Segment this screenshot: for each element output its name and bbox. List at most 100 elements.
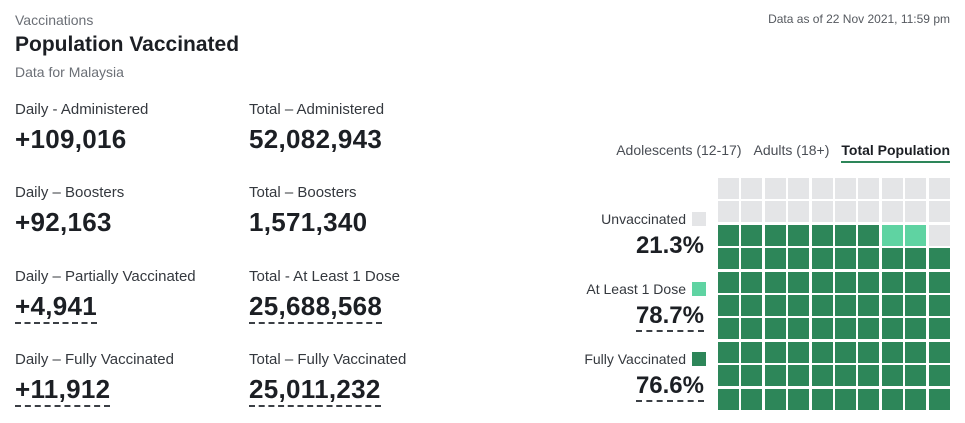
- waffle-cell-fully-vaccinated: [835, 271, 856, 293]
- legend-at-least-1-dose: At Least 1 Dose 78.7%: [586, 281, 706, 332]
- waffle-cell-fully-vaccinated: [858, 295, 880, 316]
- waffle-cell-fully-vaccinated: [905, 388, 927, 410]
- stat-label: Daily – Boosters: [15, 184, 125, 201]
- stat-label: Daily – Fully Vaccinated: [15, 351, 174, 368]
- tab-adults[interactable]: Adults (18+): [753, 142, 830, 158]
- waffle-cell-fully-vaccinated: [881, 388, 903, 410]
- waffle-cell-fully-vaccinated: [764, 341, 786, 363]
- stat-value: 52,082,943: [249, 124, 383, 154]
- waffle-cell-unvaccinated: [741, 178, 763, 199]
- waffle-cell-fully-vaccinated: [764, 318, 786, 340]
- page-subtitle: Data for Malaysia: [15, 64, 124, 80]
- waffle-cell-fully-vaccinated: [835, 341, 856, 363]
- waffle-cell-fully-vaccinated: [718, 318, 739, 340]
- waffle-cell-fully-vaccinated: [928, 318, 950, 340]
- legend-unvaccinated: Unvaccinated 21.3%: [601, 211, 706, 260]
- waffle-cell-fully-vaccinated: [788, 365, 810, 387]
- waffle-cell-fully-vaccinated: [881, 248, 903, 270]
- waffle-cell-fully-vaccinated: [741, 224, 763, 246]
- legend-text: Fully Vaccinated: [584, 351, 686, 367]
- legend-label: At Least 1 Dose: [586, 281, 706, 297]
- data-as-of: Data as of 22 Nov 2021, 11:59 pm: [768, 12, 950, 26]
- waffle-cell-fully-vaccinated: [764, 295, 786, 316]
- waffle-cell-fully-vaccinated: [788, 341, 810, 363]
- waffle-cell-at-least-1-dose: [881, 224, 903, 246]
- tab-adolescents[interactable]: Adolescents (12-17): [616, 142, 742, 158]
- population-tabs: Adolescents (12-17) Adults (18+) Total P…: [616, 142, 950, 163]
- waffle-cell-fully-vaccinated: [741, 388, 763, 410]
- swatch-at-least-1-dose: [692, 282, 706, 296]
- waffle-cell-fully-vaccinated: [835, 248, 856, 270]
- waffle-cell-fully-vaccinated: [811, 341, 833, 363]
- waffle-cell-fully-vaccinated: [788, 318, 810, 340]
- stat-label: Total – Administered: [249, 101, 385, 118]
- waffle-cell-unvaccinated: [858, 201, 880, 223]
- waffle-cell-fully-vaccinated: [905, 248, 927, 270]
- waffle-cell-fully-vaccinated: [905, 318, 927, 340]
- waffle-cell-fully-vaccinated: [928, 341, 950, 363]
- waffle-cell-fully-vaccinated: [764, 248, 786, 270]
- waffle-cell-fully-vaccinated: [718, 341, 739, 363]
- stat-total-at-least-1-dose: Total - At Least 1 Dose 25,688,568: [249, 268, 400, 324]
- stat-label: Total – Fully Vaccinated: [249, 351, 407, 368]
- waffle-cell-fully-vaccinated: [811, 318, 833, 340]
- stat-value-tooltip[interactable]: +11,912: [15, 374, 111, 407]
- waffle-cell-fully-vaccinated: [718, 295, 739, 316]
- waffle-cell-unvaccinated: [718, 201, 739, 223]
- stat-value-tooltip[interactable]: 25,688,568: [249, 291, 383, 324]
- stat-label: Total - At Least 1 Dose: [249, 268, 400, 285]
- waffle-cell-unvaccinated: [928, 178, 950, 199]
- waffle-cell-fully-vaccinated: [741, 341, 763, 363]
- waffle-cell-fully-vaccinated: [718, 224, 739, 246]
- waffle-cell-fully-vaccinated: [718, 388, 739, 410]
- waffle-cell-unvaccinated: [764, 201, 786, 223]
- waffle-cell-fully-vaccinated: [811, 388, 833, 410]
- waffle-cell-unvaccinated: [905, 201, 927, 223]
- legend-pct-tooltip[interactable]: 78.7%: [635, 302, 704, 332]
- stat-value-tooltip[interactable]: 25,011,232: [249, 374, 381, 407]
- waffle-cell-fully-vaccinated: [858, 224, 880, 246]
- waffle-cell-fully-vaccinated: [764, 388, 786, 410]
- waffle-cell-unvaccinated: [928, 201, 950, 223]
- waffle-cell-fully-vaccinated: [718, 365, 739, 387]
- stat-daily-partially-vaccinated: Daily – Partially Vaccinated +4,941: [15, 268, 196, 324]
- waffle-cell-fully-vaccinated: [835, 224, 856, 246]
- waffle-cell-fully-vaccinated: [881, 295, 903, 316]
- waffle-cell-fully-vaccinated: [928, 271, 950, 293]
- waffle-cell-fully-vaccinated: [858, 271, 880, 293]
- stat-total-fully-vaccinated: Total – Fully Vaccinated 25,011,232: [249, 351, 406, 407]
- stat-value-tooltip[interactable]: +4,941: [15, 291, 98, 324]
- waffle-cell-fully-vaccinated: [741, 248, 763, 270]
- waffle-chart: [718, 178, 950, 410]
- waffle-cell-unvaccinated: [928, 224, 950, 246]
- waffle-cell-fully-vaccinated: [905, 271, 927, 293]
- waffle-cell-fully-vaccinated: [718, 271, 739, 293]
- waffle-cell-fully-vaccinated: [788, 295, 810, 316]
- waffle-cell-fully-vaccinated: [788, 271, 810, 293]
- waffle-cell-fully-vaccinated: [811, 224, 833, 246]
- waffle-cell-fully-vaccinated: [811, 365, 833, 387]
- waffle-cell-unvaccinated: [905, 178, 927, 199]
- legend-text: At Least 1 Dose: [586, 281, 686, 297]
- page-title: Population Vaccinated: [15, 33, 240, 56]
- waffle-cell-fully-vaccinated: [858, 248, 880, 270]
- waffle-cell-at-least-1-dose: [905, 224, 927, 246]
- legend-text: Unvaccinated: [601, 211, 686, 227]
- waffle-cell-fully-vaccinated: [811, 248, 833, 270]
- waffle-cell-unvaccinated: [718, 178, 739, 199]
- waffle-cell-fully-vaccinated: [881, 341, 903, 363]
- waffle-cell-fully-vaccinated: [788, 388, 810, 410]
- waffle-cell-unvaccinated: [811, 178, 833, 199]
- legend-pct-tooltip[interactable]: 76.6%: [635, 372, 704, 402]
- waffle-cell-fully-vaccinated: [835, 295, 856, 316]
- stat-daily-boosters: Daily – Boosters +92,163: [15, 184, 124, 237]
- tab-total-population[interactable]: Total Population: [841, 142, 950, 163]
- waffle-cell-fully-vaccinated: [881, 318, 903, 340]
- waffle-cell-unvaccinated: [788, 178, 810, 199]
- waffle-cell-unvaccinated: [811, 201, 833, 223]
- stat-label: Total – Boosters: [249, 184, 357, 201]
- waffle-cell-unvaccinated: [764, 178, 786, 199]
- waffle-cell-unvaccinated: [835, 178, 856, 199]
- waffle-cell-fully-vaccinated: [928, 295, 950, 316]
- stat-daily-administered: Daily - Administered +109,016: [15, 101, 148, 154]
